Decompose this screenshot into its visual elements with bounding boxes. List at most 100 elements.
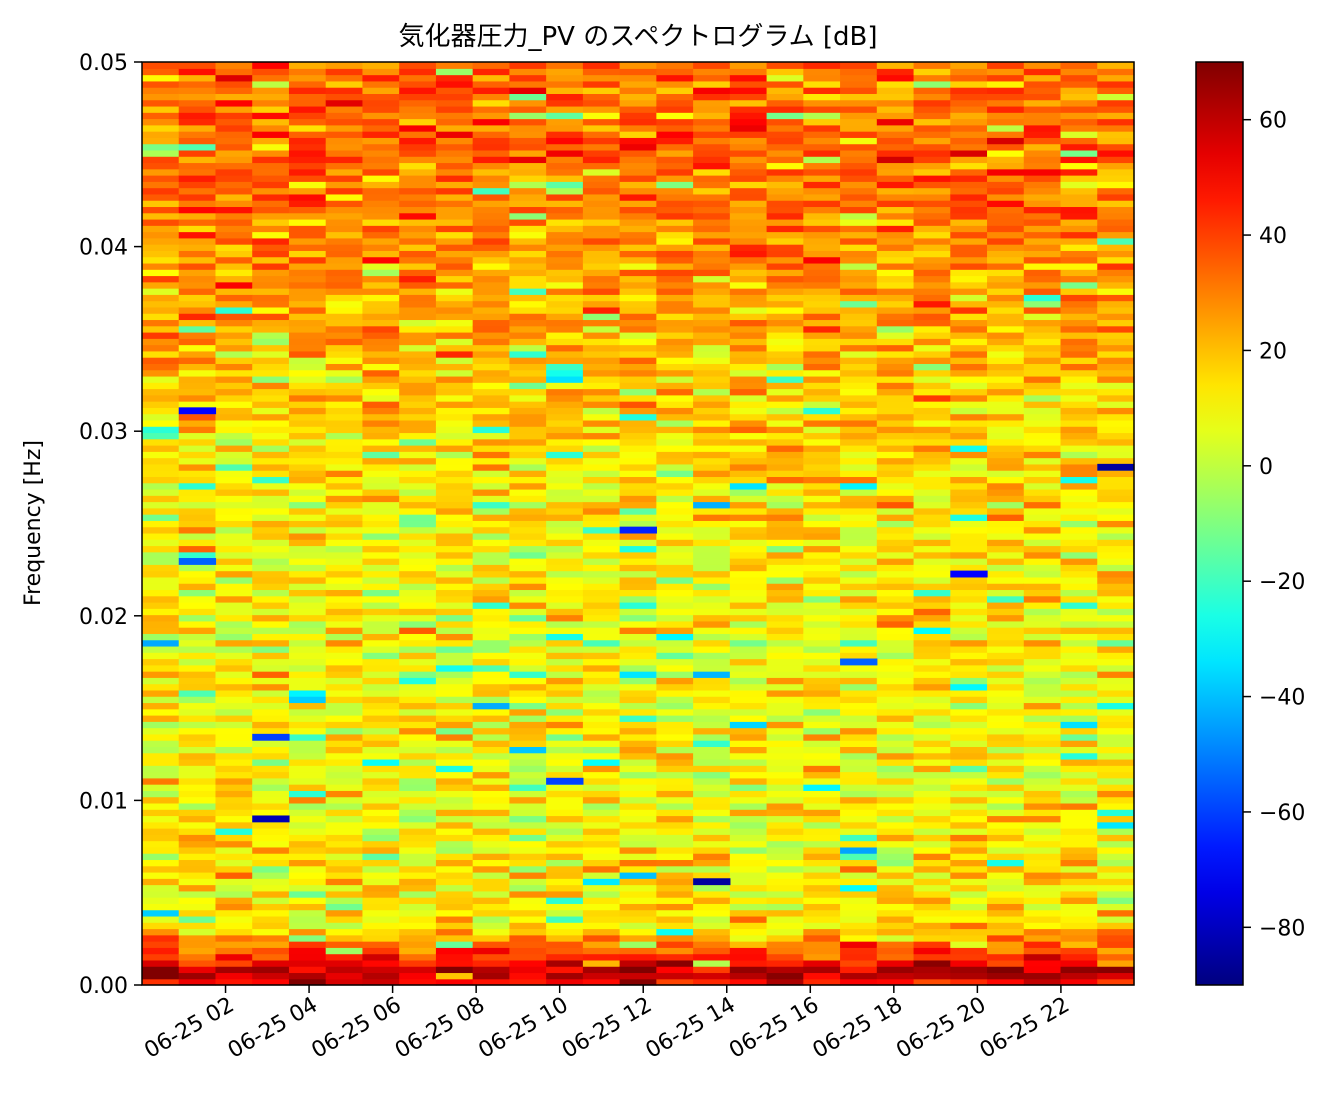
spectrogram-cell (656, 696, 694, 704)
spectrogram-cell (142, 388, 180, 396)
spectrogram-cell (509, 350, 547, 358)
spectrogram-cell (1023, 532, 1062, 540)
spectrogram-cell (142, 74, 180, 82)
spectrogram-cell (693, 689, 731, 697)
spectrogram-cell (987, 834, 1025, 842)
spectrogram-cell (619, 338, 657, 346)
spectrogram-cell (178, 482, 217, 490)
spectrogram-cell (472, 796, 511, 804)
spectrogram-cell (142, 953, 180, 961)
spectrogram-cell (325, 897, 364, 904)
spectrogram-cell (142, 175, 180, 182)
spectrogram-cell (582, 112, 621, 120)
spectrogram-cell (1023, 137, 1062, 145)
spectrogram-cell (803, 118, 841, 126)
spectrogram-cell (142, 658, 180, 666)
spectrogram-cell (1097, 532, 1135, 540)
spectrogram-cell (619, 401, 657, 408)
spectrogram-cell (1023, 708, 1062, 716)
spectrogram-cell (582, 564, 621, 572)
spectrogram-cell (215, 181, 253, 189)
spectrogram-cell (178, 821, 217, 829)
spectrogram-cell (362, 922, 400, 930)
spectrogram-cell (803, 715, 841, 722)
spectrogram-cell (325, 451, 364, 459)
spectrogram-cell (178, 394, 217, 402)
spectrogram-cell (729, 922, 768, 930)
spectrogram-cell (288, 256, 327, 264)
spectrogram-cell (803, 658, 841, 666)
spectrogram-cell (840, 758, 878, 766)
spectrogram-cell (252, 796, 290, 804)
spectrogram-cell (1023, 187, 1062, 195)
spectrogram-cell (876, 689, 915, 697)
spectrogram-cell (803, 746, 841, 754)
spectrogram-cell (399, 175, 437, 182)
spectrogram-cell (325, 382, 364, 390)
spectrogram-cell (252, 382, 290, 390)
spectrogram-cell (582, 74, 621, 82)
spectrogram-cell (766, 721, 804, 729)
spectrogram-cell (362, 457, 400, 465)
spectrogram-cell (803, 288, 841, 295)
spectrogram-cell (840, 87, 878, 94)
spectrogram-cell (582, 652, 621, 660)
spectrogram-cell (546, 752, 584, 760)
spectrogram-cell (215, 941, 253, 948)
spectrogram-cell (288, 922, 327, 930)
spectrogram-cell (1023, 237, 1062, 245)
spectrogram-cell (693, 495, 731, 503)
spectrogram-cell (729, 664, 768, 672)
spectrogram-cell (362, 74, 400, 82)
spectrogram-cell (1023, 451, 1062, 459)
spectrogram-cell (656, 897, 694, 904)
spectrogram-cell (435, 934, 474, 942)
spectrogram-cell (472, 645, 511, 653)
y-tick-label: 0.00 (79, 974, 128, 999)
spectrogram-cell (693, 237, 731, 245)
spectrogram-cell (1097, 915, 1135, 923)
spectrogram-cell (693, 639, 731, 647)
spectrogram-cell (1023, 231, 1062, 239)
spectrogram-cell (950, 463, 988, 471)
spectrogram-cell (840, 809, 878, 817)
spectrogram-cell (142, 941, 180, 948)
spectrogram-cell (252, 859, 290, 867)
spectrogram-cell (1097, 859, 1135, 867)
spectrogram-cell (288, 181, 327, 189)
spectrogram-cell (178, 244, 217, 251)
spectrogram-cell (656, 426, 694, 434)
spectrogram-cell (1023, 777, 1062, 785)
spectrogram-cell (693, 200, 731, 208)
spectrogram-cell (325, 859, 364, 867)
spectrogram-cell (1023, 413, 1062, 421)
spectrogram-cell (399, 966, 437, 974)
spectrogram-cell (509, 809, 547, 817)
spectrogram-cell (766, 884, 804, 892)
spectrogram-cell (987, 388, 1025, 396)
spectrogram-cell (729, 878, 768, 886)
spectrogram-cell (729, 551, 768, 559)
spectrogram-cell (178, 595, 217, 603)
spectrogram-cell (1023, 959, 1062, 967)
spectrogram-cell (729, 790, 768, 798)
spectrogram-cell (252, 972, 290, 980)
spectrogram-cell (1097, 865, 1135, 873)
spectrogram-cell (693, 846, 731, 854)
spectrogram-cell (840, 218, 878, 226)
spectrogram-cell (1023, 476, 1062, 484)
spectrogram-cell (656, 790, 694, 798)
spectrogram-cell (840, 620, 878, 628)
spectrogram-cell (656, 68, 694, 76)
spectrogram-cell (178, 871, 217, 879)
spectrogram-cell (766, 595, 804, 603)
spectrogram-cell (435, 275, 474, 283)
spectrogram-cell (656, 482, 694, 490)
spectrogram-cell (142, 80, 180, 88)
spectrogram-cell (252, 363, 290, 371)
spectrogram-cell (803, 237, 841, 245)
spectrogram-cell (178, 87, 217, 94)
spectrogram-cell (582, 288, 621, 295)
spectrogram-cell (435, 721, 474, 729)
